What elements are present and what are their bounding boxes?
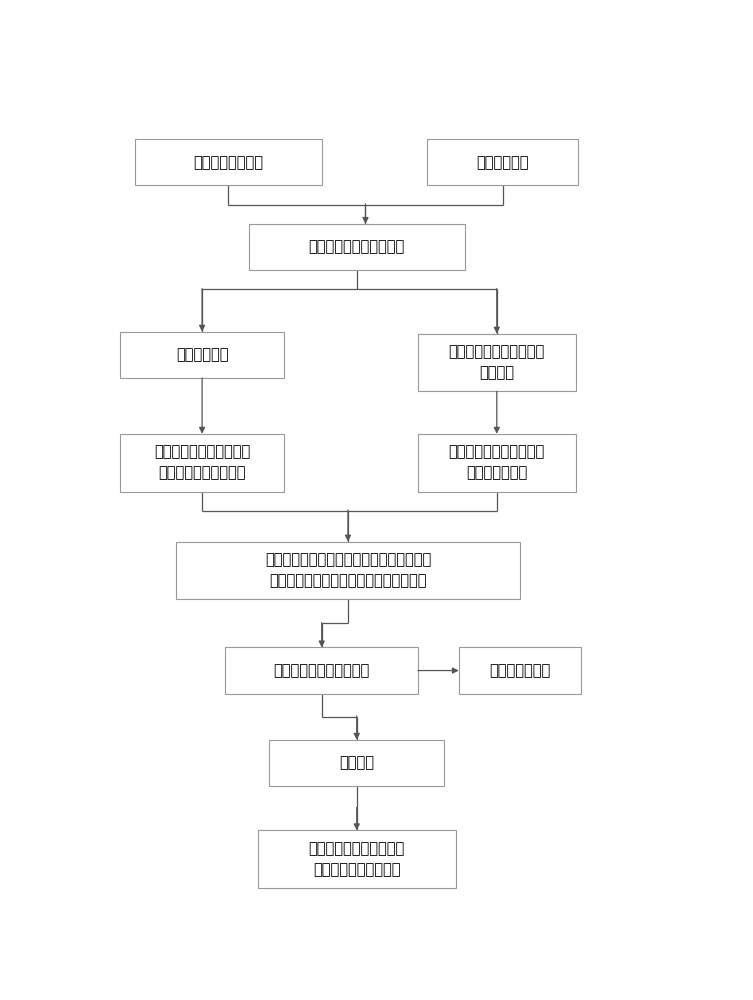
Text: 十字钢骨初步设计: 十字钢骨初步设计 [194,155,264,170]
Text: 托板尺寸优化: 托板尺寸优化 [176,347,228,362]
Text: 根据托板长度推算能焊接
于托板的最大钢筋直径: 根据托板长度推算能焊接 于托板的最大钢筋直径 [154,445,250,481]
Text: 钢骨与梁柱钢筋模型建立: 钢骨与梁柱钢筋模型建立 [309,240,405,255]
FancyBboxPatch shape [258,830,456,888]
Text: 生成梁钢筋翻样加工图纸: 生成梁钢筋翻样加工图纸 [273,663,370,678]
FancyBboxPatch shape [176,542,520,599]
Text: 根据模型进行十字钢骨吊
运安装和梁柱钢筋绑扎: 根据模型进行十字钢骨吊 运安装和梁柱钢筋绑扎 [309,841,405,877]
Text: 钢骨柱梁主筋绑扎方案可
行性分析: 钢骨柱梁主筋绑扎方案可 行性分析 [449,345,545,381]
Text: 梁柱钢筋翻样: 梁柱钢筋翻样 [477,155,529,170]
FancyBboxPatch shape [270,740,444,786]
Text: 调整钢骨托板、连接板、
腹板洞口的定位: 调整钢骨托板、连接板、 腹板洞口的定位 [449,445,545,481]
Text: 梁钢筋加工制作: 梁钢筋加工制作 [489,663,550,678]
FancyBboxPatch shape [248,224,465,270]
FancyBboxPatch shape [135,139,322,185]
FancyBboxPatch shape [459,647,581,694]
FancyBboxPatch shape [418,434,575,492]
FancyBboxPatch shape [225,647,418,694]
FancyBboxPatch shape [427,139,578,185]
Text: 模型交底: 模型交底 [340,755,374,770]
FancyBboxPatch shape [418,334,575,391]
Text: 模型更新（梁较大直径穿腹板洞口，其余焊
接于托板和连接板，焊缝长度满足要求）: 模型更新（梁较大直径穿腹板洞口，其余焊 接于托板和连接板，焊缝长度满足要求） [265,552,431,588]
FancyBboxPatch shape [120,332,284,378]
FancyBboxPatch shape [120,434,284,492]
